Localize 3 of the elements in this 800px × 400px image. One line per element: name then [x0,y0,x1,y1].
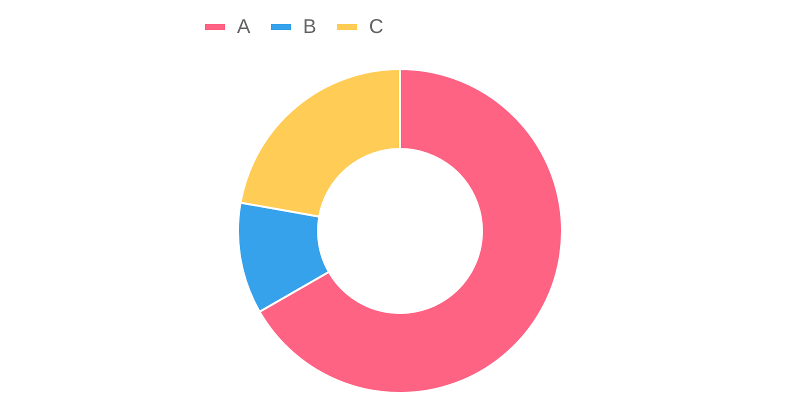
legend-label: B [303,16,316,38]
legend-label: A [237,16,251,38]
legend-label: C [369,16,384,38]
